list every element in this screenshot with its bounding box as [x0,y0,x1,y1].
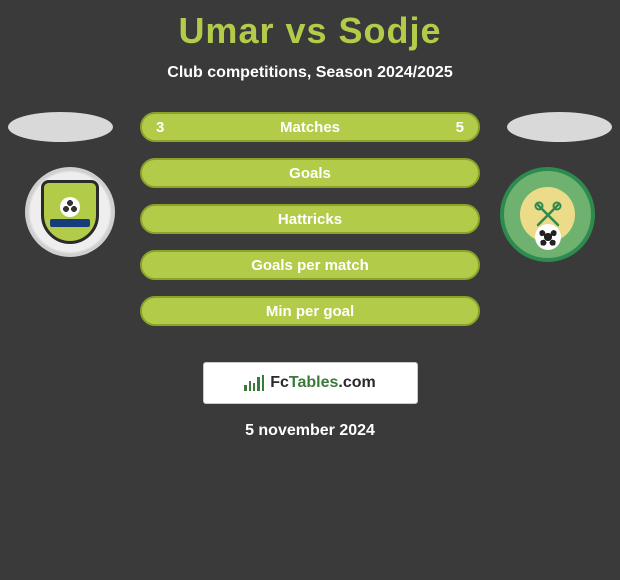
football-icon [535,224,561,250]
stat-label: Hattricks [142,211,478,228]
stat-bar-goals-per-match: Goals per match [140,250,480,280]
stat-label: Matches [142,119,478,136]
stat-label: Min per goal [142,303,478,320]
player-left-ellipse [8,112,113,142]
comparison-row: 3 Matches 5 Goals Hattricks Goals per ma… [0,112,620,342]
logo-text-fc: Fc [270,374,289,391]
subtitle: Club competitions, Season 2024/2025 [0,64,620,82]
ribbon-icon [50,219,90,227]
page-title: Umar vs Sodje [0,0,620,52]
stat-bar-hattricks: Hattricks [140,204,480,234]
shield-icon [41,180,99,244]
stat-label: Goals [142,165,478,182]
football-icon [60,197,80,217]
stat-label: Goals per match [142,257,478,274]
stat-bar-goals: Goals [140,158,480,188]
stat-bar-matches: 3 Matches 5 [140,112,480,142]
club-badge-right [500,167,595,262]
logo-text-tables: Tables [289,374,339,391]
stat-value-right: 5 [456,119,464,136]
club-badge-left [25,167,115,257]
player-right-ellipse [507,112,612,142]
logo-text-com: .com [338,374,375,391]
bar-chart-icon [244,375,264,391]
fctables-logo: FcTables.com [203,362,418,404]
stat-bars: 3 Matches 5 Goals Hattricks Goals per ma… [140,112,480,342]
stat-bar-min-per-goal: Min per goal [140,296,480,326]
logo-text: FcTables.com [270,374,376,392]
date-text: 5 november 2024 [0,422,620,440]
